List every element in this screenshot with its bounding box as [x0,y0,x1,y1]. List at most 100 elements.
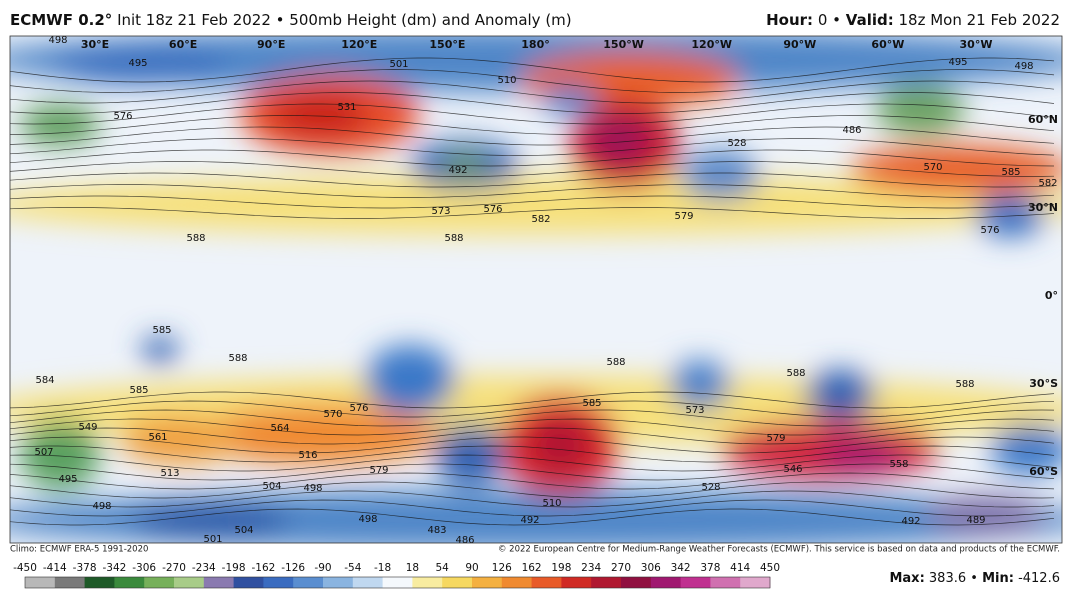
height-contour [10,184,1055,198]
extremes: Max: 383.6 • Min: -412.6 [889,571,1060,586]
scale-label: 126 [492,562,512,574]
scale-label: -90 [314,562,331,574]
valid-label: Valid: [846,11,894,29]
anomaly-area [680,150,760,200]
scale-label: 162 [522,562,542,574]
contour-label: 498 [303,483,322,494]
scale-label: -54 [344,562,361,574]
longitude-label: 120°W [691,38,732,51]
contour-label: 573 [685,405,704,416]
climo-credit: Climo: ECMWF ERA-5 1991-2020 [10,545,148,555]
anomaly-area [850,145,1062,195]
height-contour [10,138,1055,156]
height-contour [10,418,1055,436]
height-contour [10,57,1055,83]
header-left: ECMWF 0.2° Init 18z 21 Feb 2022 • 500mb … [10,11,572,29]
scale-swatch [621,577,652,588]
scale-label: -270 [162,562,186,574]
scale-label: -18 [374,562,391,574]
height-contour [10,508,1055,526]
anomaly-area [530,417,590,473]
anomaly-area [975,193,1045,237]
contour-label: 498 [358,514,377,525]
scale-label: 414 [730,562,750,574]
contour-label: 588 [606,357,625,368]
scale-label: -162 [251,562,275,574]
longitude-label: 120°E [341,38,377,51]
scale-swatch [323,577,354,588]
anomaly-area [130,502,290,538]
scale-label: 342 [671,562,691,574]
contour-label: 564 [270,423,289,434]
contour-label: 486 [455,535,474,546]
contour-label: 570 [923,162,942,173]
scale-swatch [591,577,622,588]
height-contour [10,499,1055,517]
header-right: Hour: 0 • Valid: 18z Mon 21 Feb 2022 [766,11,1060,29]
max-label: Max: [889,571,924,586]
height-contour [10,149,1055,167]
contour-label: 588 [186,233,205,244]
longitude-label: 150°W [603,38,644,51]
contour-label: 483 [427,525,446,536]
contour-label: 498 [1014,61,1033,72]
height-contour [10,463,1055,481]
anomaly-area [120,415,240,465]
scale-label: -306 [132,562,156,574]
scale-label: -342 [102,562,126,574]
height-contour [10,126,1055,146]
contour-label: 561 [148,432,167,443]
contour-label: 573 [431,206,450,217]
contour-label: 498 [92,501,111,512]
latitude-label: 60°N [1028,113,1058,126]
contour-label: 558 [889,459,908,470]
scale-swatch [114,577,145,588]
contour-label: 588 [786,368,805,379]
anomaly-area [590,115,650,165]
longitude-label: 150°E [429,38,465,51]
scale-label: -450 [13,562,37,574]
anomaly-area [440,153,490,177]
contour-label: 549 [78,422,97,433]
anomaly-area [10,36,1062,92]
scale-swatch [680,577,711,588]
scale-swatch [54,577,86,588]
latitude-label: 30°S [1029,377,1058,390]
scale-swatch [233,577,264,588]
contour-label: 576 [113,111,132,122]
scale-swatch [263,577,294,588]
scale-label: 378 [700,562,720,574]
contour-label: 579 [674,211,693,222]
scale-label: 54 [436,562,450,574]
contour-label: 501 [389,59,408,70]
scale-label: 198 [551,562,571,574]
height-contour [10,391,1055,409]
contour-label: 585 [152,325,171,336]
min-label: Min: [982,571,1014,586]
longitude-label: 90°E [257,38,285,51]
anomaly-area [200,405,440,465]
scale-swatch [442,577,473,588]
latitude-label: 0° [1045,289,1058,302]
contour-label: 546 [783,464,802,475]
anomaly-area [805,370,875,420]
contour-label: 495 [58,474,77,485]
anomaly-area [875,85,965,135]
scale-swatch [650,577,682,588]
contour-label: 516 [298,450,317,461]
scale-label: 90 [465,562,478,574]
scale-swatch [84,577,115,588]
hour: 0 • [818,11,841,29]
contour-label: 588 [228,353,247,364]
height-contour [10,80,1055,104]
contour-label: 501 [203,534,222,545]
scale-label: 18 [406,562,419,574]
height-contour [10,409,1055,427]
height-contour [10,69,1055,93]
height-contour [10,92,1055,114]
scale-label: 234 [581,562,601,574]
contour-label: 504 [234,525,253,536]
scale-border [24,576,771,589]
contour-label: 492 [520,515,539,526]
